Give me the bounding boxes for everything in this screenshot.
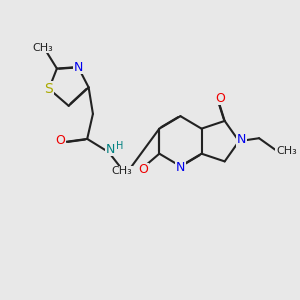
Text: CH₃: CH₃ — [112, 166, 133, 176]
Text: N: N — [105, 143, 115, 156]
Text: CH₃: CH₃ — [276, 146, 297, 157]
Text: N: N — [74, 61, 83, 74]
Text: H: H — [116, 141, 123, 151]
Text: CH₃: CH₃ — [32, 43, 53, 53]
Text: O: O — [55, 134, 65, 147]
Text: O: O — [215, 92, 225, 105]
Text: O: O — [139, 164, 148, 176]
Text: N: N — [237, 133, 246, 146]
Text: N: N — [176, 161, 185, 174]
Text: S: S — [45, 82, 53, 96]
